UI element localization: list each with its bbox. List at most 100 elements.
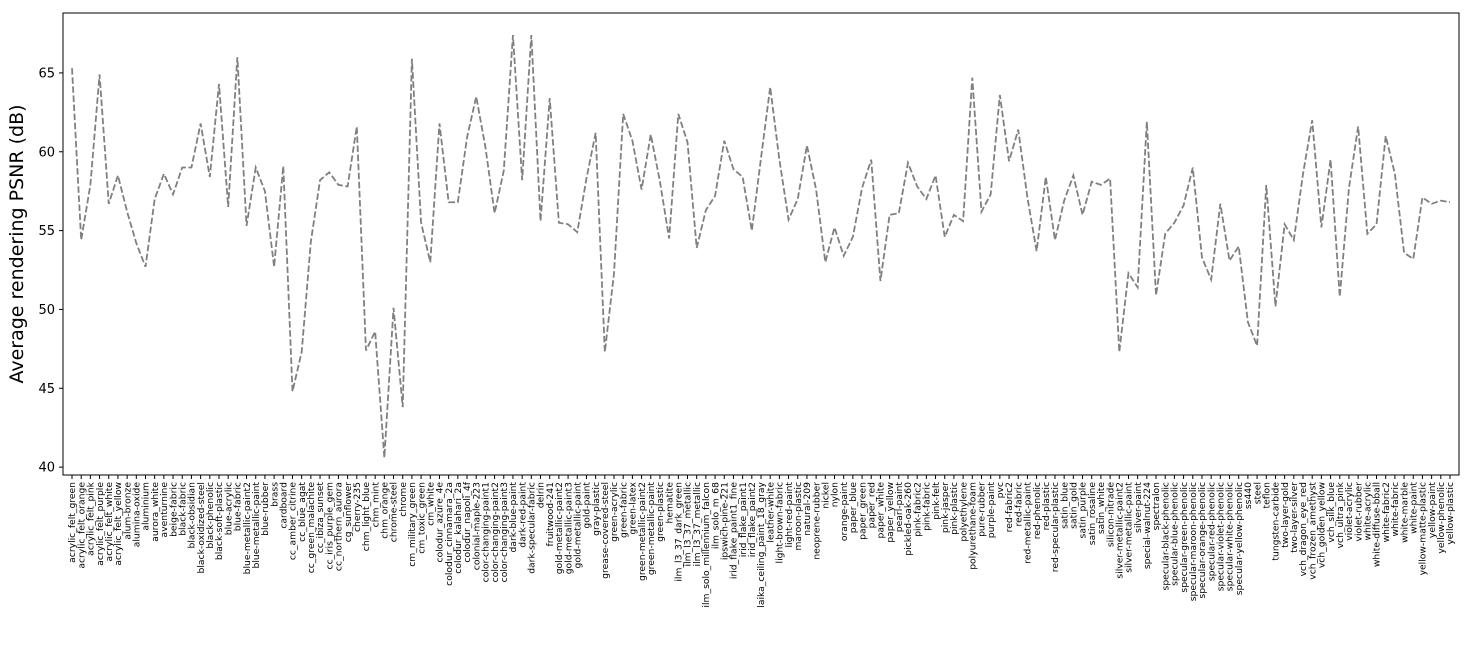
x-tick-label: polyurethane-foam [967, 482, 978, 570]
y-tick-label: 65 [38, 66, 55, 81]
x-tick-label: polyethylene [958, 482, 969, 542]
y-tick-label: 60 [38, 145, 55, 160]
x-tick-label: aluminium [141, 482, 152, 531]
x-tick-label: orange-paint [839, 482, 850, 541]
x-tick-label: white-fabric2 [1381, 482, 1392, 542]
x-tick-label: red-plastic [1041, 482, 1052, 530]
x-tick-label: red-specular-plastic [1050, 482, 1061, 572]
y-tick-label: 45 [38, 382, 55, 397]
x-tick-label: green-metallic-paint [646, 482, 657, 576]
x-tick-label: steel [1252, 482, 1263, 504]
x-tick-label: specular-white-phenolic [1225, 482, 1236, 591]
x-tick-label: specular-maroon-phenolic [1188, 482, 1199, 601]
x-tick-label: cg_sunflower [343, 482, 354, 542]
x-tick-label: ilm_l3_37_dark_green [674, 482, 685, 582]
x-tick-label: purple-paint [986, 482, 997, 539]
x-tick-label: colodur_azure_4e [435, 482, 446, 563]
x-tick-label: silicon-nitrade [1105, 482, 1116, 547]
x-tick-label: violet-acrylic [1344, 482, 1355, 541]
x-tick-label: acrylic_felt_white [104, 482, 115, 562]
x-tick-label: blue-metallic-paint2 [242, 482, 253, 574]
x-tick-label: natural-209 [802, 482, 813, 536]
x-tick-label: satin_gold [1069, 482, 1080, 529]
x-tick-label: acrylic_felt_pink [86, 481, 97, 555]
x-tick-label: black-soft-plastic [214, 482, 225, 560]
x-tick-label: paper_yellow [885, 482, 896, 543]
x-tick-label: colodur_cinnamara_2a [444, 482, 455, 586]
x-tick-label: specular-blue-phenolic [1170, 482, 1181, 586]
x-tick-label: satin_white [1096, 482, 1107, 534]
x-tick-label: pink-jasper [940, 482, 951, 533]
x-tick-label: yellow-matte-plastic [1418, 482, 1429, 575]
x-tick-label: white-acrylic [1363, 482, 1374, 541]
x-tick-label: silver-paint [1133, 482, 1144, 533]
x-tick-label: acrylic_felt_yellow [113, 482, 124, 566]
x-tick-label: black-oxidized-steel [196, 482, 207, 573]
x-tick-label: cardboard [278, 482, 289, 529]
x-axis-ticks: acrylic_felt_greenacrylic_felt_orangeacr… [67, 475, 1456, 608]
x-tick-label: blue-rubber [260, 482, 271, 536]
x-tick-label: gray-plastic [591, 482, 602, 536]
x-tick-label: colonial-maple-223 [471, 482, 482, 570]
series-line [71, 35, 1451, 458]
x-tick-label: white-marble [1399, 482, 1410, 543]
x-tick-label: pink-fabric2 [912, 482, 923, 537]
x-tick-label: gold-metallic-paint3 [563, 482, 574, 574]
x-tick-label: vch_silk_blue [1326, 482, 1337, 543]
x-tick-label: green-latex [628, 481, 639, 534]
x-tick-label: pink-fabric [922, 482, 933, 531]
x-tick-label: aurora_white [150, 482, 161, 542]
x-tick-label: leather-white [765, 482, 776, 543]
x-tick-label: red-fabric2 [1004, 482, 1015, 532]
x-tick-label: beige-fabric [168, 482, 179, 537]
x-tick-label: paper_blue [848, 482, 859, 534]
x-tick-label: red-metallic-paint [1023, 482, 1034, 564]
x-tick-label: dark-red-paint [517, 482, 528, 548]
x-tick-label: silver-metallic-paint [1124, 482, 1135, 573]
x-tick-label: chrome [398, 482, 409, 517]
x-tick-label: pink-plastic [949, 482, 960, 535]
x-tick-label: tungsten-carbide [1271, 482, 1282, 561]
x-tick-label: black-phenolic [205, 482, 216, 549]
x-tick-label: brass [269, 482, 280, 507]
x-tick-label: white-paint [1408, 482, 1419, 534]
x-tick-label: specular-yellow-phenolic [1234, 482, 1245, 595]
x-tick-label: black-fabric [177, 482, 188, 536]
x-tick-label: irid_flake_paint1_fine [729, 482, 740, 579]
x-tick-label: blue-fabric [233, 482, 244, 531]
x-tick-label: pure-rubber [977, 482, 988, 537]
x-tick-label: ilm_solo_m_68 [710, 482, 721, 549]
x-tick-label: gold-metallic-paint [572, 482, 583, 569]
y-tick-label: 50 [38, 303, 55, 318]
x-tick-label: black-obsidian [187, 482, 198, 549]
x-tick-label: fruitwood-241 [545, 482, 556, 546]
x-tick-label: vch_ultra_pink [1335, 481, 1346, 548]
x-tick-label: cherry-235 [352, 482, 363, 532]
y-tick-label: 55 [38, 224, 55, 239]
x-tick-label: cm_military_green [407, 482, 418, 567]
x-tick-label: alum-bronze [122, 482, 133, 540]
x-tick-label: vch_dragon_eye_red [1298, 482, 1309, 576]
x-tick-label: maroon-plastic [793, 482, 804, 551]
x-tick-label: acrylic_felt_purple [95, 482, 106, 566]
x-tick-label: satin_rosaline [1087, 482, 1098, 546]
y-tick-label: 40 [38, 461, 55, 476]
x-tick-label: paper_white [876, 482, 887, 539]
x-tick-label: green-fabric [618, 482, 629, 538]
x-tick-label: colodur_napoli_4f [462, 481, 473, 562]
y-axis-title: Average rendering PSNR (dB) [6, 104, 28, 383]
x-tick-label: specular-red-phenolic [1206, 482, 1217, 581]
x-tick-label: acrylic_felt_orange [76, 482, 87, 569]
x-tick-label: color-changing-paint3 [499, 482, 510, 582]
x-tick-label: satin_purple [1078, 482, 1089, 539]
x-tick-label: white-fabric [1390, 482, 1401, 537]
x-tick-label: green-acrylic [609, 482, 620, 542]
x-tick-label: satin_blue [1059, 482, 1070, 529]
x-tick-label: nylon [830, 482, 841, 507]
x-tick-label: red-fabric [1013, 482, 1024, 526]
x-tick-label: vch_frozen_amethyst [1307, 482, 1318, 580]
x-tick-label: alumina-oxide [132, 482, 143, 548]
x-tick-label: ipswich-pine-221 [719, 482, 730, 560]
x-tick-label: two-layer-gold [1280, 482, 1291, 548]
